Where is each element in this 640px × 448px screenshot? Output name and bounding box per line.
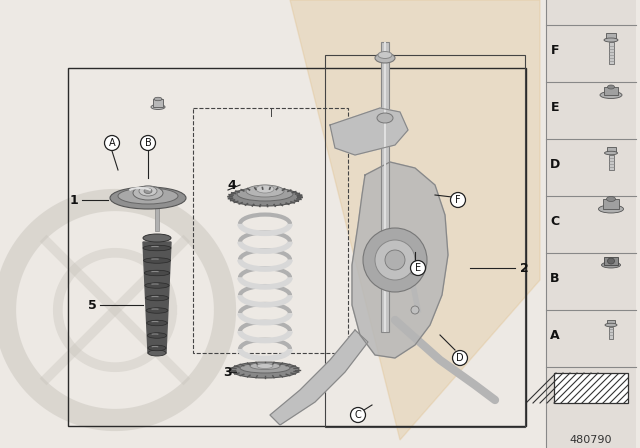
Ellipse shape bbox=[250, 362, 280, 370]
Circle shape bbox=[351, 408, 365, 422]
Bar bbox=[606, 33, 616, 40]
Bar bbox=[604, 257, 618, 265]
Text: F: F bbox=[455, 195, 461, 205]
Ellipse shape bbox=[110, 187, 186, 209]
Text: E: E bbox=[551, 101, 559, 114]
Ellipse shape bbox=[607, 197, 616, 202]
Ellipse shape bbox=[144, 189, 152, 194]
Ellipse shape bbox=[147, 333, 166, 338]
Polygon shape bbox=[352, 162, 448, 358]
Ellipse shape bbox=[133, 186, 163, 200]
Polygon shape bbox=[143, 242, 171, 353]
Circle shape bbox=[410, 260, 426, 276]
Ellipse shape bbox=[598, 205, 623, 213]
Ellipse shape bbox=[600, 91, 622, 99]
Ellipse shape bbox=[143, 234, 171, 242]
Bar bbox=[609, 155, 614, 169]
Ellipse shape bbox=[143, 245, 171, 251]
Ellipse shape bbox=[256, 185, 274, 193]
Text: B: B bbox=[145, 138, 152, 148]
Ellipse shape bbox=[139, 186, 157, 196]
Text: F: F bbox=[551, 43, 559, 56]
Ellipse shape bbox=[145, 283, 169, 288]
Ellipse shape bbox=[237, 187, 293, 201]
Bar bbox=[193, 108, 348, 353]
Circle shape bbox=[452, 350, 467, 366]
Ellipse shape bbox=[377, 113, 393, 123]
Circle shape bbox=[104, 135, 120, 151]
Ellipse shape bbox=[145, 295, 168, 301]
Ellipse shape bbox=[605, 151, 618, 155]
Bar bbox=[554, 373, 628, 403]
Text: A: A bbox=[550, 328, 560, 341]
Ellipse shape bbox=[151, 104, 165, 109]
Ellipse shape bbox=[607, 85, 614, 89]
Circle shape bbox=[141, 135, 156, 151]
Bar bbox=[381, 42, 389, 332]
Ellipse shape bbox=[378, 52, 392, 59]
Bar bbox=[384, 42, 386, 332]
Bar bbox=[603, 199, 619, 209]
Ellipse shape bbox=[143, 258, 170, 263]
Bar bbox=[153, 99, 163, 107]
Text: B: B bbox=[550, 271, 560, 284]
Ellipse shape bbox=[118, 188, 178, 204]
Circle shape bbox=[408, 266, 416, 274]
Ellipse shape bbox=[257, 363, 273, 369]
Bar bbox=[325, 55, 525, 427]
Circle shape bbox=[451, 193, 465, 207]
Bar bbox=[607, 320, 615, 325]
Polygon shape bbox=[290, 0, 540, 440]
Bar bbox=[609, 42, 614, 64]
Polygon shape bbox=[270, 330, 368, 425]
Text: C: C bbox=[355, 410, 362, 420]
Ellipse shape bbox=[229, 188, 301, 206]
Ellipse shape bbox=[144, 270, 170, 276]
Text: 480790: 480790 bbox=[570, 435, 612, 445]
Ellipse shape bbox=[605, 323, 617, 327]
Ellipse shape bbox=[602, 262, 621, 268]
Ellipse shape bbox=[148, 350, 166, 356]
Circle shape bbox=[363, 228, 427, 292]
Ellipse shape bbox=[246, 185, 284, 197]
Bar bbox=[604, 87, 618, 95]
Ellipse shape bbox=[240, 363, 290, 373]
Text: 3: 3 bbox=[224, 366, 232, 379]
Text: A: A bbox=[109, 138, 115, 148]
Bar bbox=[607, 147, 616, 153]
Polygon shape bbox=[330, 108, 408, 155]
Text: 2: 2 bbox=[520, 262, 529, 275]
Text: E: E bbox=[415, 263, 421, 273]
Text: 4: 4 bbox=[228, 178, 236, 191]
Ellipse shape bbox=[607, 258, 614, 264]
Circle shape bbox=[385, 250, 405, 270]
Ellipse shape bbox=[154, 97, 162, 101]
Ellipse shape bbox=[148, 345, 166, 351]
Ellipse shape bbox=[604, 38, 618, 42]
Text: C: C bbox=[550, 215, 559, 228]
Text: D: D bbox=[550, 158, 560, 171]
Circle shape bbox=[375, 240, 415, 280]
Bar bbox=[609, 327, 613, 339]
Text: D: D bbox=[456, 353, 464, 363]
Text: 5: 5 bbox=[88, 298, 97, 311]
Bar bbox=[68, 68, 526, 426]
Circle shape bbox=[411, 306, 419, 314]
Ellipse shape bbox=[147, 320, 167, 326]
Ellipse shape bbox=[231, 362, 299, 378]
Text: 1: 1 bbox=[70, 194, 78, 207]
Bar bbox=[155, 206, 159, 231]
Ellipse shape bbox=[146, 308, 168, 313]
Ellipse shape bbox=[375, 53, 395, 63]
Bar bbox=[546, 0, 636, 448]
